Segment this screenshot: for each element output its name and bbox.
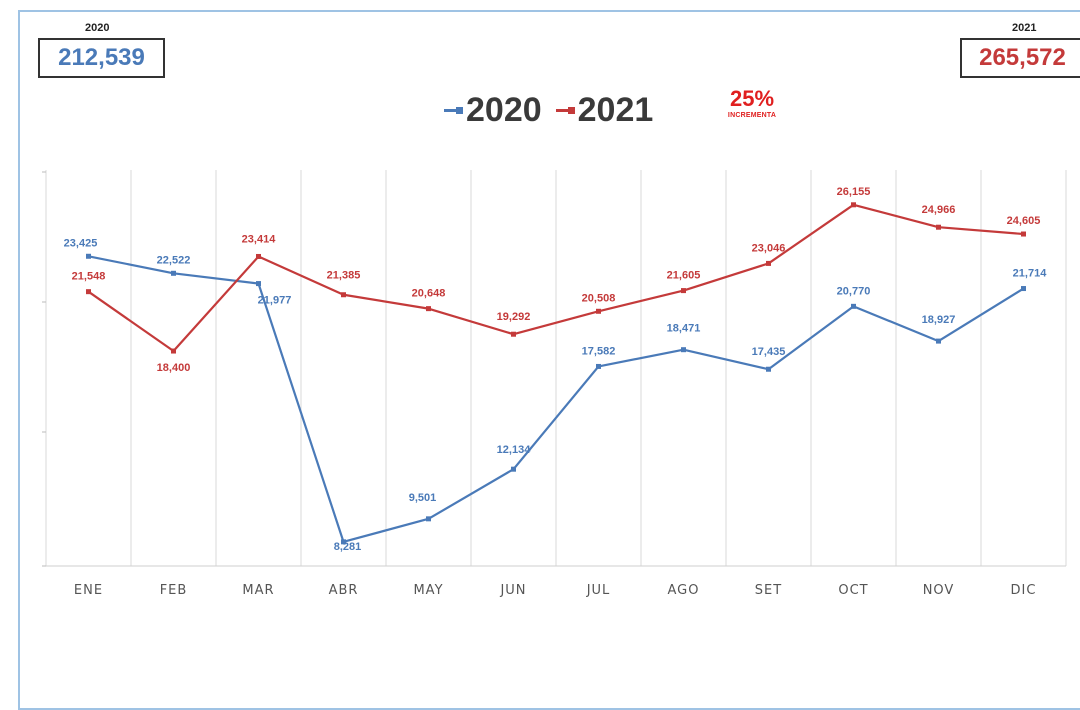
data-point-2020 (681, 347, 686, 353)
legend-item-2021: 2021 (555, 90, 654, 130)
x-tick-label: DIC (1011, 583, 1037, 598)
data-label-2020: 8,281 (334, 541, 362, 553)
x-tick-label: JUL (586, 583, 611, 598)
chart-legend: 2020 2021 (444, 88, 653, 132)
data-label-2020: 12,134 (497, 444, 532, 456)
data-point-2021 (341, 292, 346, 298)
data-point-2021 (766, 260, 771, 266)
legend-swatch-2020 (444, 106, 463, 114)
data-point-2020 (1021, 286, 1026, 292)
total-2020-year: 2020 (85, 22, 110, 34)
x-tick-label: NOV (923, 583, 955, 598)
data-label-2021: 24,605 (1007, 215, 1041, 227)
x-tick-label: MAY (413, 583, 443, 598)
data-label-2021: 21,548 (72, 271, 106, 283)
increment-value: 25% (729, 86, 775, 111)
data-label-2020: 21,714 (1013, 268, 1048, 280)
data-point-2021 (171, 348, 176, 354)
data-label-2020: 17,435 (752, 346, 786, 358)
data-label-2020: 23,425 (64, 237, 98, 249)
increment-label: INCREMENTA (727, 112, 777, 119)
data-point-2021 (511, 331, 516, 337)
total-2020-value: 212,539 (38, 38, 165, 78)
x-tick-label: AGO (668, 583, 700, 598)
data-point-2020 (766, 366, 771, 372)
data-label-2020: 18,471 (667, 323, 701, 335)
line-chart: ENE FEB MAR ABR MAY JUN JUL AGO SET OCT NOV DIC 23,4… (42, 170, 1067, 598)
data-point-2021 (426, 306, 431, 312)
data-label-2021: 19,292 (497, 311, 531, 323)
data-label-2021: 21,385 (327, 270, 361, 282)
data-label-2020: 21,977 (258, 295, 292, 307)
x-tick-label: MAR (242, 583, 274, 598)
data-point-2020 (936, 338, 941, 344)
data-point-2021 (256, 253, 261, 259)
total-2021-value: 265,572 (960, 38, 1080, 78)
x-tick-label: OCT (838, 583, 868, 598)
data-point-2021 (596, 308, 601, 314)
data-label-2021: 18,400 (157, 362, 191, 374)
data-point-2020 (256, 281, 261, 287)
data-label-2021: 20,508 (582, 292, 616, 304)
data-label-2020: 9,501 (409, 492, 437, 504)
x-tick-label: FEB (160, 583, 188, 598)
data-point-2021 (86, 289, 91, 295)
data-label-2020: 18,927 (922, 314, 956, 326)
x-tick-label: ABR (329, 583, 359, 598)
data-point-2020 (511, 466, 516, 472)
data-label-2020: 17,582 (582, 345, 616, 357)
increment-callout: 25% INCREMENTA (704, 86, 800, 119)
x-tick-label: SET (755, 583, 782, 598)
x-tick-label: JUN (499, 583, 526, 598)
data-point-2020 (851, 303, 856, 309)
legend-item-2020: 2020 (444, 91, 542, 130)
data-point-2021 (851, 202, 856, 208)
data-label-2021: 20,648 (412, 288, 446, 300)
data-label-2021: 21,605 (667, 270, 701, 282)
data-label-2021: 24,966 (922, 204, 956, 216)
legend-swatch-2021 (555, 106, 575, 114)
data-label-2021: 23,046 (752, 242, 786, 254)
data-label-2020: 22,522 (157, 254, 191, 266)
data-point-2020 (341, 539, 346, 545)
data-point-2020 (171, 270, 176, 276)
legend-label-2020: 2020 (466, 90, 542, 129)
series-line-2020 (88, 255, 1025, 543)
data-label-2020: 20,770 (837, 285, 871, 297)
data-label-2021: 26,155 (837, 186, 871, 198)
data-point-2020 (86, 253, 91, 259)
data-label-2021: 23,414 (242, 233, 277, 245)
data-point-2021 (681, 288, 686, 294)
x-tick-label: ENE (74, 583, 103, 598)
series-line-2021 (87, 203, 1024, 353)
data-point-2021 (936, 224, 941, 230)
data-point-2021 (1021, 231, 1026, 237)
data-point-2020 (426, 516, 431, 522)
legend-label-2021: 2021 (577, 90, 654, 129)
data-point-2020 (596, 363, 601, 369)
total-2021-year: 2021 (1012, 22, 1037, 34)
